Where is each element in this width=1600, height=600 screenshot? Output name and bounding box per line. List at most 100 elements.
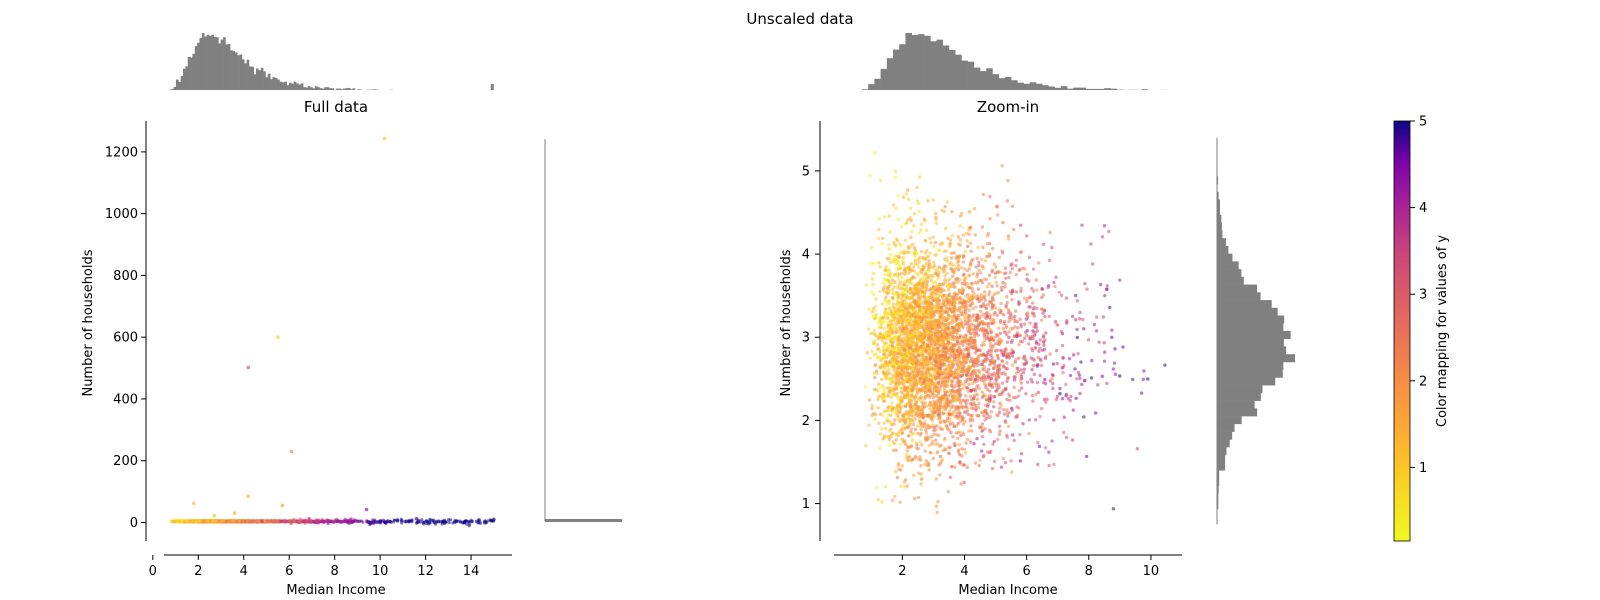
histogram-bar bbox=[253, 74, 257, 90]
histogram-bar bbox=[260, 67, 264, 90]
histogram-bar bbox=[1079, 87, 1086, 90]
histogram-bar bbox=[1085, 88, 1093, 90]
histogram-bar bbox=[234, 52, 238, 90]
histogram-bar bbox=[227, 44, 231, 90]
histogram-bar bbox=[305, 87, 309, 90]
histogram-bar bbox=[336, 88, 339, 90]
histogram-bar bbox=[317, 87, 320, 90]
histogram-bar bbox=[204, 36, 207, 90]
histogram-bar bbox=[1017, 82, 1024, 90]
y-tick-label: 400 bbox=[113, 392, 138, 407]
data-point bbox=[270, 519, 274, 523]
histogram-bar bbox=[357, 89, 360, 90]
histogram-bar bbox=[270, 79, 273, 90]
outlier-point bbox=[280, 503, 285, 508]
x-tick-label: 0 bbox=[149, 564, 157, 579]
data-point bbox=[251, 519, 255, 523]
histogram-bar bbox=[1217, 462, 1226, 471]
histogram-bar bbox=[886, 58, 894, 90]
histogram-bar bbox=[274, 77, 278, 90]
histogram-bar bbox=[973, 67, 981, 90]
histogram-bar bbox=[263, 71, 266, 90]
histogram-bar bbox=[1029, 82, 1037, 90]
y-tick-label: 0 bbox=[130, 516, 138, 531]
outlier-point bbox=[276, 335, 280, 339]
data-point bbox=[395, 518, 400, 522]
histogram-bar bbox=[1067, 88, 1074, 90]
histogram-bar bbox=[1217, 284, 1258, 293]
data-point bbox=[260, 519, 264, 524]
histogram-bar bbox=[350, 89, 353, 90]
histogram-bar bbox=[1217, 245, 1229, 254]
histogram-bar bbox=[1104, 88, 1111, 90]
histogram-bar bbox=[199, 37, 203, 90]
histogram-bar bbox=[265, 77, 269, 90]
histogram-bar bbox=[175, 79, 179, 90]
data-point bbox=[257, 519, 261, 523]
x-tick-label: 2 bbox=[194, 564, 202, 579]
histogram-bar bbox=[1217, 338, 1284, 347]
histogram-bar bbox=[1217, 346, 1287, 355]
histogram-bar bbox=[246, 59, 250, 90]
data-point bbox=[447, 518, 451, 522]
histogram-bar bbox=[237, 55, 240, 90]
data-point bbox=[198, 519, 202, 523]
data-point bbox=[368, 522, 372, 527]
histogram-bar bbox=[298, 84, 302, 90]
x-tick-label: 14 bbox=[463, 564, 480, 579]
data-point bbox=[216, 519, 220, 524]
histogram-bar bbox=[917, 34, 925, 90]
outlier-point bbox=[246, 365, 251, 370]
histogram-bar bbox=[256, 68, 259, 90]
data-point bbox=[220, 519, 224, 523]
histogram-bar bbox=[1217, 238, 1226, 247]
histogram-bar bbox=[241, 59, 245, 90]
histogram-bar bbox=[1023, 83, 1031, 90]
figure-title: Unscaled data bbox=[746, 10, 853, 28]
data-point bbox=[388, 519, 392, 524]
histogram-bar bbox=[324, 87, 327, 90]
data-point bbox=[378, 521, 382, 525]
histogram-bar bbox=[1217, 423, 1235, 432]
histogram-bar bbox=[190, 57, 193, 90]
histogram-bar bbox=[185, 66, 189, 90]
histogram-bar bbox=[288, 82, 292, 90]
outlier-point bbox=[382, 136, 387, 141]
data-point bbox=[441, 519, 446, 523]
data-point bbox=[425, 522, 429, 526]
histogram-bar bbox=[1217, 214, 1222, 224]
outlier-point bbox=[489, 519, 494, 523]
data-point bbox=[417, 520, 421, 524]
data-point bbox=[211, 519, 215, 523]
zoom-in-points bbox=[863, 151, 1167, 515]
data-point bbox=[420, 518, 424, 522]
data-point bbox=[428, 517, 432, 521]
data-point bbox=[303, 521, 307, 525]
data-point bbox=[357, 519, 362, 523]
histogram-bar bbox=[1091, 88, 1099, 90]
outlier-point bbox=[246, 494, 251, 499]
histogram-bar bbox=[1054, 87, 1062, 90]
histogram-bar bbox=[1217, 300, 1272, 309]
data-point bbox=[458, 520, 463, 524]
histogram-bar bbox=[223, 37, 226, 90]
histogram-bar bbox=[967, 61, 975, 90]
histogram-bar bbox=[1098, 88, 1105, 90]
histogram-bar bbox=[352, 88, 356, 90]
full-data-points bbox=[169, 136, 496, 528]
data-point bbox=[313, 520, 317, 525]
histogram-bar bbox=[225, 44, 229, 90]
histogram-bar bbox=[213, 36, 217, 90]
histogram-bar bbox=[1217, 354, 1295, 363]
data-point bbox=[289, 520, 293, 524]
histogram-bar bbox=[1035, 83, 1043, 90]
data-point bbox=[172, 520, 176, 524]
histogram-bar bbox=[893, 49, 900, 90]
data-point bbox=[299, 521, 303, 525]
histogram-bar bbox=[251, 66, 254, 90]
histogram-bar bbox=[296, 83, 299, 90]
full-data-xlabel: Median Income bbox=[286, 583, 385, 598]
data-point bbox=[391, 520, 395, 524]
zoom-in-title: Zoom-in bbox=[977, 98, 1039, 116]
